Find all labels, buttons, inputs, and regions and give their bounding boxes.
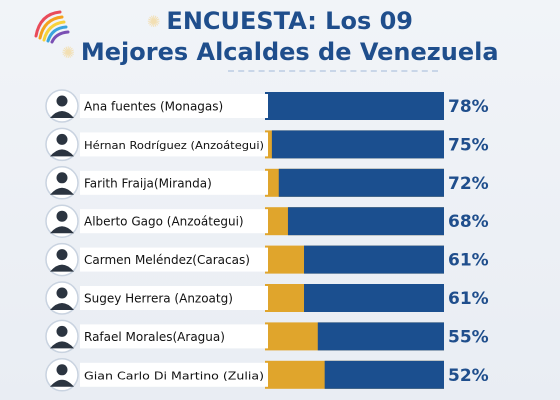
label-box [80,286,268,310]
title-line-1: ENCUESTA: Los 09 [166,7,413,35]
star-icon: ✺ [147,12,161,31]
category-label: Ana fuentes (Monagas) [84,100,223,114]
bar [278,168,444,197]
label-box [80,209,268,234]
person-silhouette-icon [56,172,68,184]
label-box [80,247,268,272]
avatar [45,89,79,123]
value-label: 52% [448,366,489,386]
person-body-icon [50,226,74,234]
title-divider [228,70,438,72]
bar [317,322,444,351]
avatar [45,127,79,162]
category-label: Hérnan Rodríguez (Anzoátegui) [84,140,264,152]
person-silhouette-icon [56,133,68,145]
person-body-icon [50,111,74,118]
bar [304,284,444,312]
avatar [45,166,79,200]
person-body-icon [50,379,74,387]
bar [287,207,444,236]
category-label: Gian Carlo Di Martino (Zulia) [84,370,264,382]
value-label: 61% [448,289,489,309]
bar [304,245,444,274]
label-box [80,170,268,195]
avatar [45,204,79,238]
person-silhouette-icon [56,287,68,299]
bar [271,130,444,159]
logo [34,10,70,44]
bar [324,360,444,389]
label-box [80,94,268,118]
value-label: 72% [448,174,489,194]
label-box [80,362,268,387]
label-box [80,324,268,349]
bar [265,92,444,120]
category-label: Sugey Herrera (Anzoatg) [84,292,233,306]
person-silhouette-icon [56,364,68,376]
category-label: Rafael Morales(Aragua) [84,330,225,344]
value-label: 78% [448,97,489,117]
value-label: 61% [448,251,489,271]
avatar [45,242,79,277]
person-silhouette-icon [56,249,68,261]
label-box [80,132,268,157]
star-icon: ✺ [61,43,75,62]
person-silhouette-icon [56,325,68,337]
category-label: Farith Fraija(Miranda) [84,176,212,190]
person-body-icon [50,341,74,349]
value-label: 68% [448,212,489,232]
person-body-icon [50,303,74,310]
avatar [45,281,79,315]
avatar [45,358,79,392]
title-line-2: Mejores Alcaldes de Venezuela [80,38,499,66]
person-body-icon [50,149,74,157]
value-label: 55% [448,327,489,347]
person-silhouette-icon [56,95,68,107]
category-label: Alberto Gago (Anzoátegui) [84,215,244,229]
person-silhouette-icon [56,210,68,222]
rainbow-arcs-logo-icon [34,10,70,44]
value-label: 75% [448,135,489,155]
chart-title: ✺ ENCUESTA: Los 09 ✺ Mejores Alcaldes de V… [0,6,560,68]
person-body-icon [50,187,74,195]
category-label: Carmen Meléndez(Caracas) [84,253,250,267]
avatar [45,319,79,354]
person-body-icon [50,264,74,272]
